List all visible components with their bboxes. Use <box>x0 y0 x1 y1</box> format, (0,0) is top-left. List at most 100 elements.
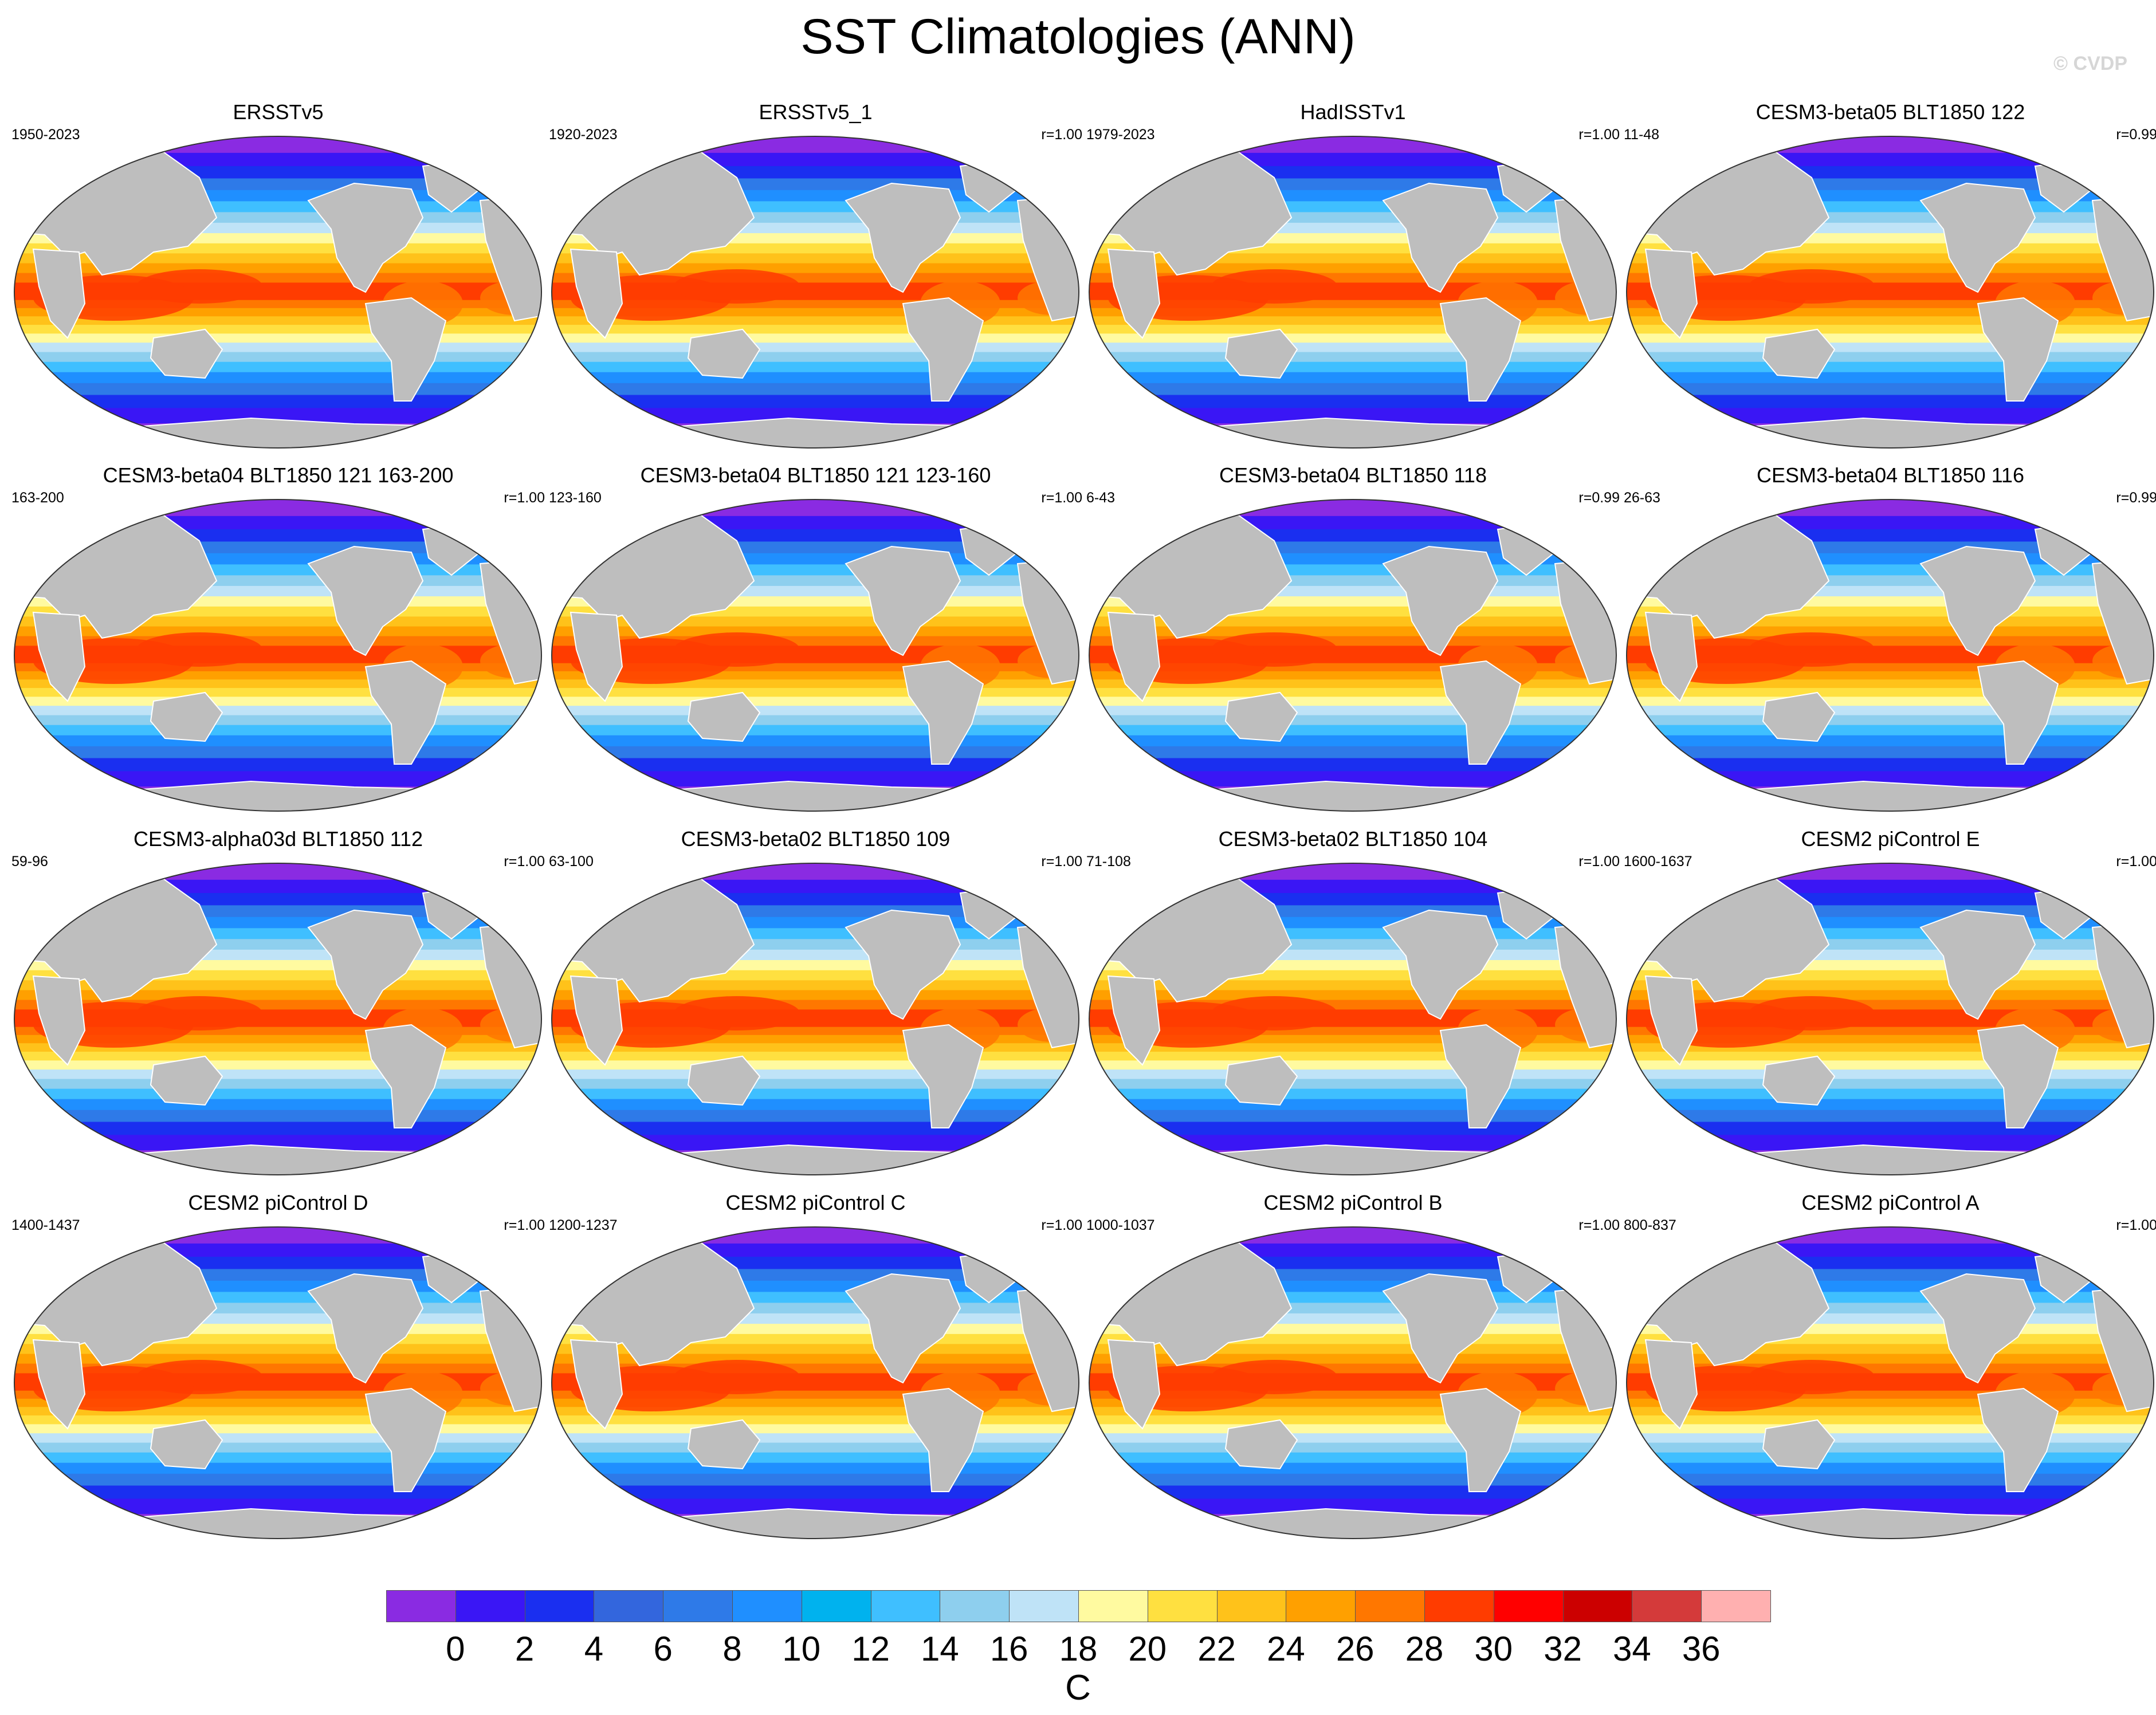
sst-map <box>1626 499 2154 812</box>
landmass <box>1224 1419 1298 1470</box>
sst-band <box>14 1473 541 1486</box>
landmass <box>1919 909 2036 1020</box>
sst-band <box>1627 1110 2154 1123</box>
sst-band <box>1627 746 2154 759</box>
map-outline <box>1089 136 1617 449</box>
landmass <box>1439 1387 1522 1492</box>
sst-band <box>1089 499 1616 517</box>
sst-band <box>552 343 1079 353</box>
sst-band <box>552 715 1079 726</box>
landmass <box>307 909 424 1020</box>
landmass <box>1382 1273 1499 1384</box>
landmass <box>1919 182 2036 293</box>
landmass <box>570 975 623 1066</box>
map-panel: CESM2 piControl D 1400-1437 r=1.00 <box>10 1190 546 1545</box>
sst-band <box>1627 1243 2154 1258</box>
sst-band <box>14 706 541 716</box>
panel-years: 6-43 <box>1086 490 1116 506</box>
sst-map <box>551 863 1079 1175</box>
sst-band <box>552 697 1079 707</box>
panel-years: 163-200 <box>11 490 64 506</box>
sst-map <box>1626 136 2154 449</box>
sst-band <box>552 372 1079 384</box>
sst-band <box>1089 1060 1616 1071</box>
warm-pool <box>1211 996 1337 1030</box>
landmass <box>1919 1273 2036 1384</box>
sst-band <box>1089 1415 1616 1425</box>
colorbar-swatch <box>870 1590 941 1622</box>
sst-band <box>14 1060 541 1071</box>
sst-map <box>1089 136 1617 449</box>
sst-band <box>1089 383 1616 396</box>
landmass <box>1382 909 1499 1020</box>
sst-band <box>14 1257 541 1270</box>
colorbar-swatch <box>1216 1590 1287 1622</box>
panel-correlation: r=1.00 <box>1578 1217 1620 1233</box>
panel-years: 1600-1637 <box>1624 853 1692 870</box>
map-outline <box>14 136 542 449</box>
sst-band <box>1089 990 1616 1001</box>
sst-map <box>14 136 542 449</box>
panel-years: 1000-1037 <box>1086 1217 1155 1233</box>
colorbar-swatch <box>732 1590 802 1622</box>
sst-band <box>1089 893 1616 906</box>
sst-band <box>1089 343 1616 353</box>
landmass <box>570 248 623 339</box>
sst-band <box>552 1442 1079 1453</box>
sst-band <box>1089 136 1616 154</box>
landmass <box>1224 328 1298 379</box>
colorbar-swatch <box>594 1590 664 1622</box>
sst-band <box>14 372 541 384</box>
warm-pool <box>674 996 800 1030</box>
panel-correlation: r=1.00 <box>1041 1217 1082 1233</box>
colorbar-tick-label: 28 <box>1405 1630 1444 1668</box>
sst-band <box>14 1354 541 1364</box>
sst-band <box>1089 715 1616 726</box>
panel-years: 71-108 <box>1086 853 1131 870</box>
sst-band <box>1627 1052 2154 1061</box>
sst-band <box>552 626 1079 637</box>
sst-band <box>1089 1452 1616 1464</box>
panel-correlation: r=1.00 <box>2116 853 2156 870</box>
colorbar-tick-label: 34 <box>1613 1630 1651 1668</box>
map-panel: CESM3-beta04 BLT1850 116 26-63 r=0.99 <box>1623 463 2156 818</box>
panel-years: 63-100 <box>549 853 594 870</box>
map-outline <box>14 863 542 1175</box>
colorbar-unit: C <box>1065 1668 1091 1708</box>
sst-band <box>14 529 541 542</box>
sst-band <box>14 1442 541 1453</box>
sst-band <box>552 1354 1079 1364</box>
panel-years: 123-160 <box>549 490 602 506</box>
sst-band <box>552 361 1079 373</box>
sst-band <box>1627 1354 2154 1364</box>
landmass <box>32 975 86 1066</box>
sst-band <box>1089 352 1616 363</box>
sst-band <box>1627 263 2154 274</box>
panel-correlation: r=1.00 <box>504 1217 545 1233</box>
landmass <box>307 545 424 656</box>
sst-band <box>552 1243 1079 1258</box>
sst-band <box>1089 325 1616 335</box>
sst-band <box>1089 1099 1616 1111</box>
map-panel: CESM2 piControl C 1200-1237 r=1.00 <box>548 1190 1083 1545</box>
sst-band <box>14 333 541 344</box>
figure-title: SST Climatologies (ANN) <box>800 9 1356 64</box>
sst-band <box>1627 715 2154 726</box>
sst-band <box>1089 725 1616 736</box>
sst-band <box>1089 706 1616 716</box>
sst-band <box>1627 383 2154 396</box>
landmass <box>687 328 761 379</box>
landmass <box>845 182 961 293</box>
sst-band <box>1627 1462 2154 1474</box>
landmass <box>687 1419 761 1470</box>
colorbar-swatch <box>940 1590 1010 1622</box>
sst-band <box>1089 1424 1616 1434</box>
colorbar-swatch <box>801 1590 871 1622</box>
landmass <box>1107 975 1161 1066</box>
sst-band <box>1627 1442 2154 1453</box>
sst-band <box>14 136 541 154</box>
colorbar-tick-label: 0 <box>446 1630 465 1668</box>
sst-band <box>1627 361 2154 373</box>
sst-band <box>552 746 1079 759</box>
sst-band <box>14 1099 541 1111</box>
